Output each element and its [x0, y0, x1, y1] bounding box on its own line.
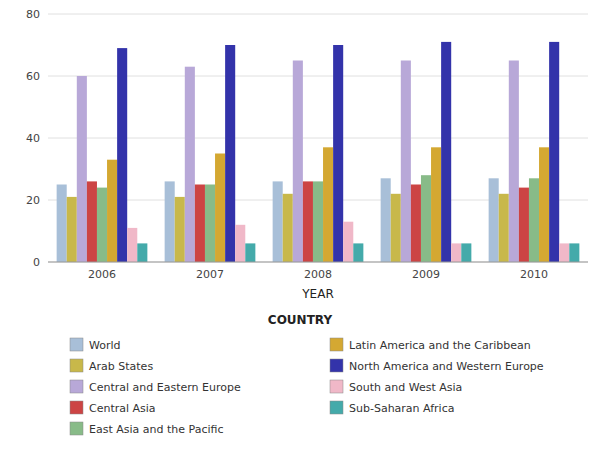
bar	[195, 185, 205, 263]
bar	[215, 154, 225, 263]
bar	[57, 185, 67, 263]
bar	[421, 175, 431, 262]
bar	[185, 67, 195, 262]
bar	[303, 181, 313, 262]
grid-line	[48, 138, 588, 139]
bar	[333, 45, 343, 262]
x-tick-label: 2007	[196, 268, 224, 281]
legend-label: Arab States	[89, 360, 153, 373]
legend-label: World	[89, 339, 121, 352]
bars	[57, 42, 580, 262]
bar	[127, 228, 137, 262]
legend-label: Central Asia	[89, 402, 156, 415]
bar	[97, 188, 107, 262]
x-tick-label: 2010	[520, 268, 548, 281]
legend-label: Sub-Saharan Africa	[349, 402, 454, 415]
x-tick-label: 2006	[88, 268, 116, 281]
bar	[489, 178, 499, 262]
grid	[48, 14, 588, 262]
y-tick-label: 20	[26, 194, 40, 207]
legend-swatch	[70, 359, 83, 372]
x-axis-label: YEAR	[301, 287, 333, 301]
bar	[165, 181, 175, 262]
grid-line	[48, 262, 588, 263]
legend: COUNTRY World Arab States Central and Easte…	[70, 313, 544, 436]
bar	[87, 181, 97, 262]
y-tick-label: 60	[26, 70, 40, 83]
bar	[549, 42, 559, 262]
bar	[313, 181, 323, 262]
y-tick-label: 0	[33, 256, 40, 269]
legend-swatch	[330, 401, 343, 414]
grid-line	[48, 76, 588, 77]
bar	[273, 181, 283, 262]
x-tick-label: 2009	[412, 268, 440, 281]
bar	[293, 61, 303, 263]
legend-title: COUNTRY	[268, 313, 333, 327]
bar	[431, 147, 441, 262]
bar	[529, 178, 539, 262]
y-tick-label: 80	[26, 8, 40, 21]
y-tick-label: 40	[26, 132, 40, 145]
grid-line	[48, 14, 588, 15]
bar	[499, 194, 509, 262]
legend-label: South and West Asia	[349, 381, 462, 394]
bar	[117, 48, 127, 262]
legend-label: Central and Eastern Europe	[89, 381, 241, 394]
bar	[323, 147, 333, 262]
chart: 0 20 40 60 80 2006 2007 2008 2009 2010 YEAR COUNTRY…	[0, 0, 600, 450]
legend-swatch	[70, 380, 83, 393]
legend-swatch	[330, 380, 343, 393]
bar	[107, 160, 117, 262]
bar	[391, 194, 401, 262]
bar	[381, 178, 391, 262]
bar	[441, 42, 451, 262]
bar	[343, 222, 353, 262]
bar	[539, 147, 549, 262]
legend-swatch	[70, 422, 83, 435]
bar	[509, 61, 519, 263]
bar	[451, 243, 461, 262]
bar	[67, 197, 77, 262]
bar	[411, 185, 421, 263]
x-tick-label: 2008	[304, 268, 332, 281]
legend-label: Latin America and the Caribbean	[349, 339, 531, 352]
bar	[353, 243, 363, 262]
bar	[137, 243, 147, 262]
bar	[559, 243, 569, 262]
bar	[461, 243, 471, 262]
x-axis-line	[48, 262, 588, 263]
bar	[283, 194, 293, 262]
legend-swatch	[330, 338, 343, 351]
bar	[519, 188, 529, 262]
legend-swatch	[70, 401, 83, 414]
bar	[245, 243, 255, 262]
bar	[175, 197, 185, 262]
bar	[569, 243, 579, 262]
legend-label: North America and Western Europe	[349, 360, 544, 373]
legend-swatch	[330, 359, 343, 372]
legend-label: East Asia and the Pacific	[89, 423, 223, 436]
bar	[225, 45, 235, 262]
bar	[235, 225, 245, 262]
legend-swatch	[70, 338, 83, 351]
bar	[205, 185, 215, 263]
bar	[401, 61, 411, 263]
bar	[77, 76, 87, 262]
